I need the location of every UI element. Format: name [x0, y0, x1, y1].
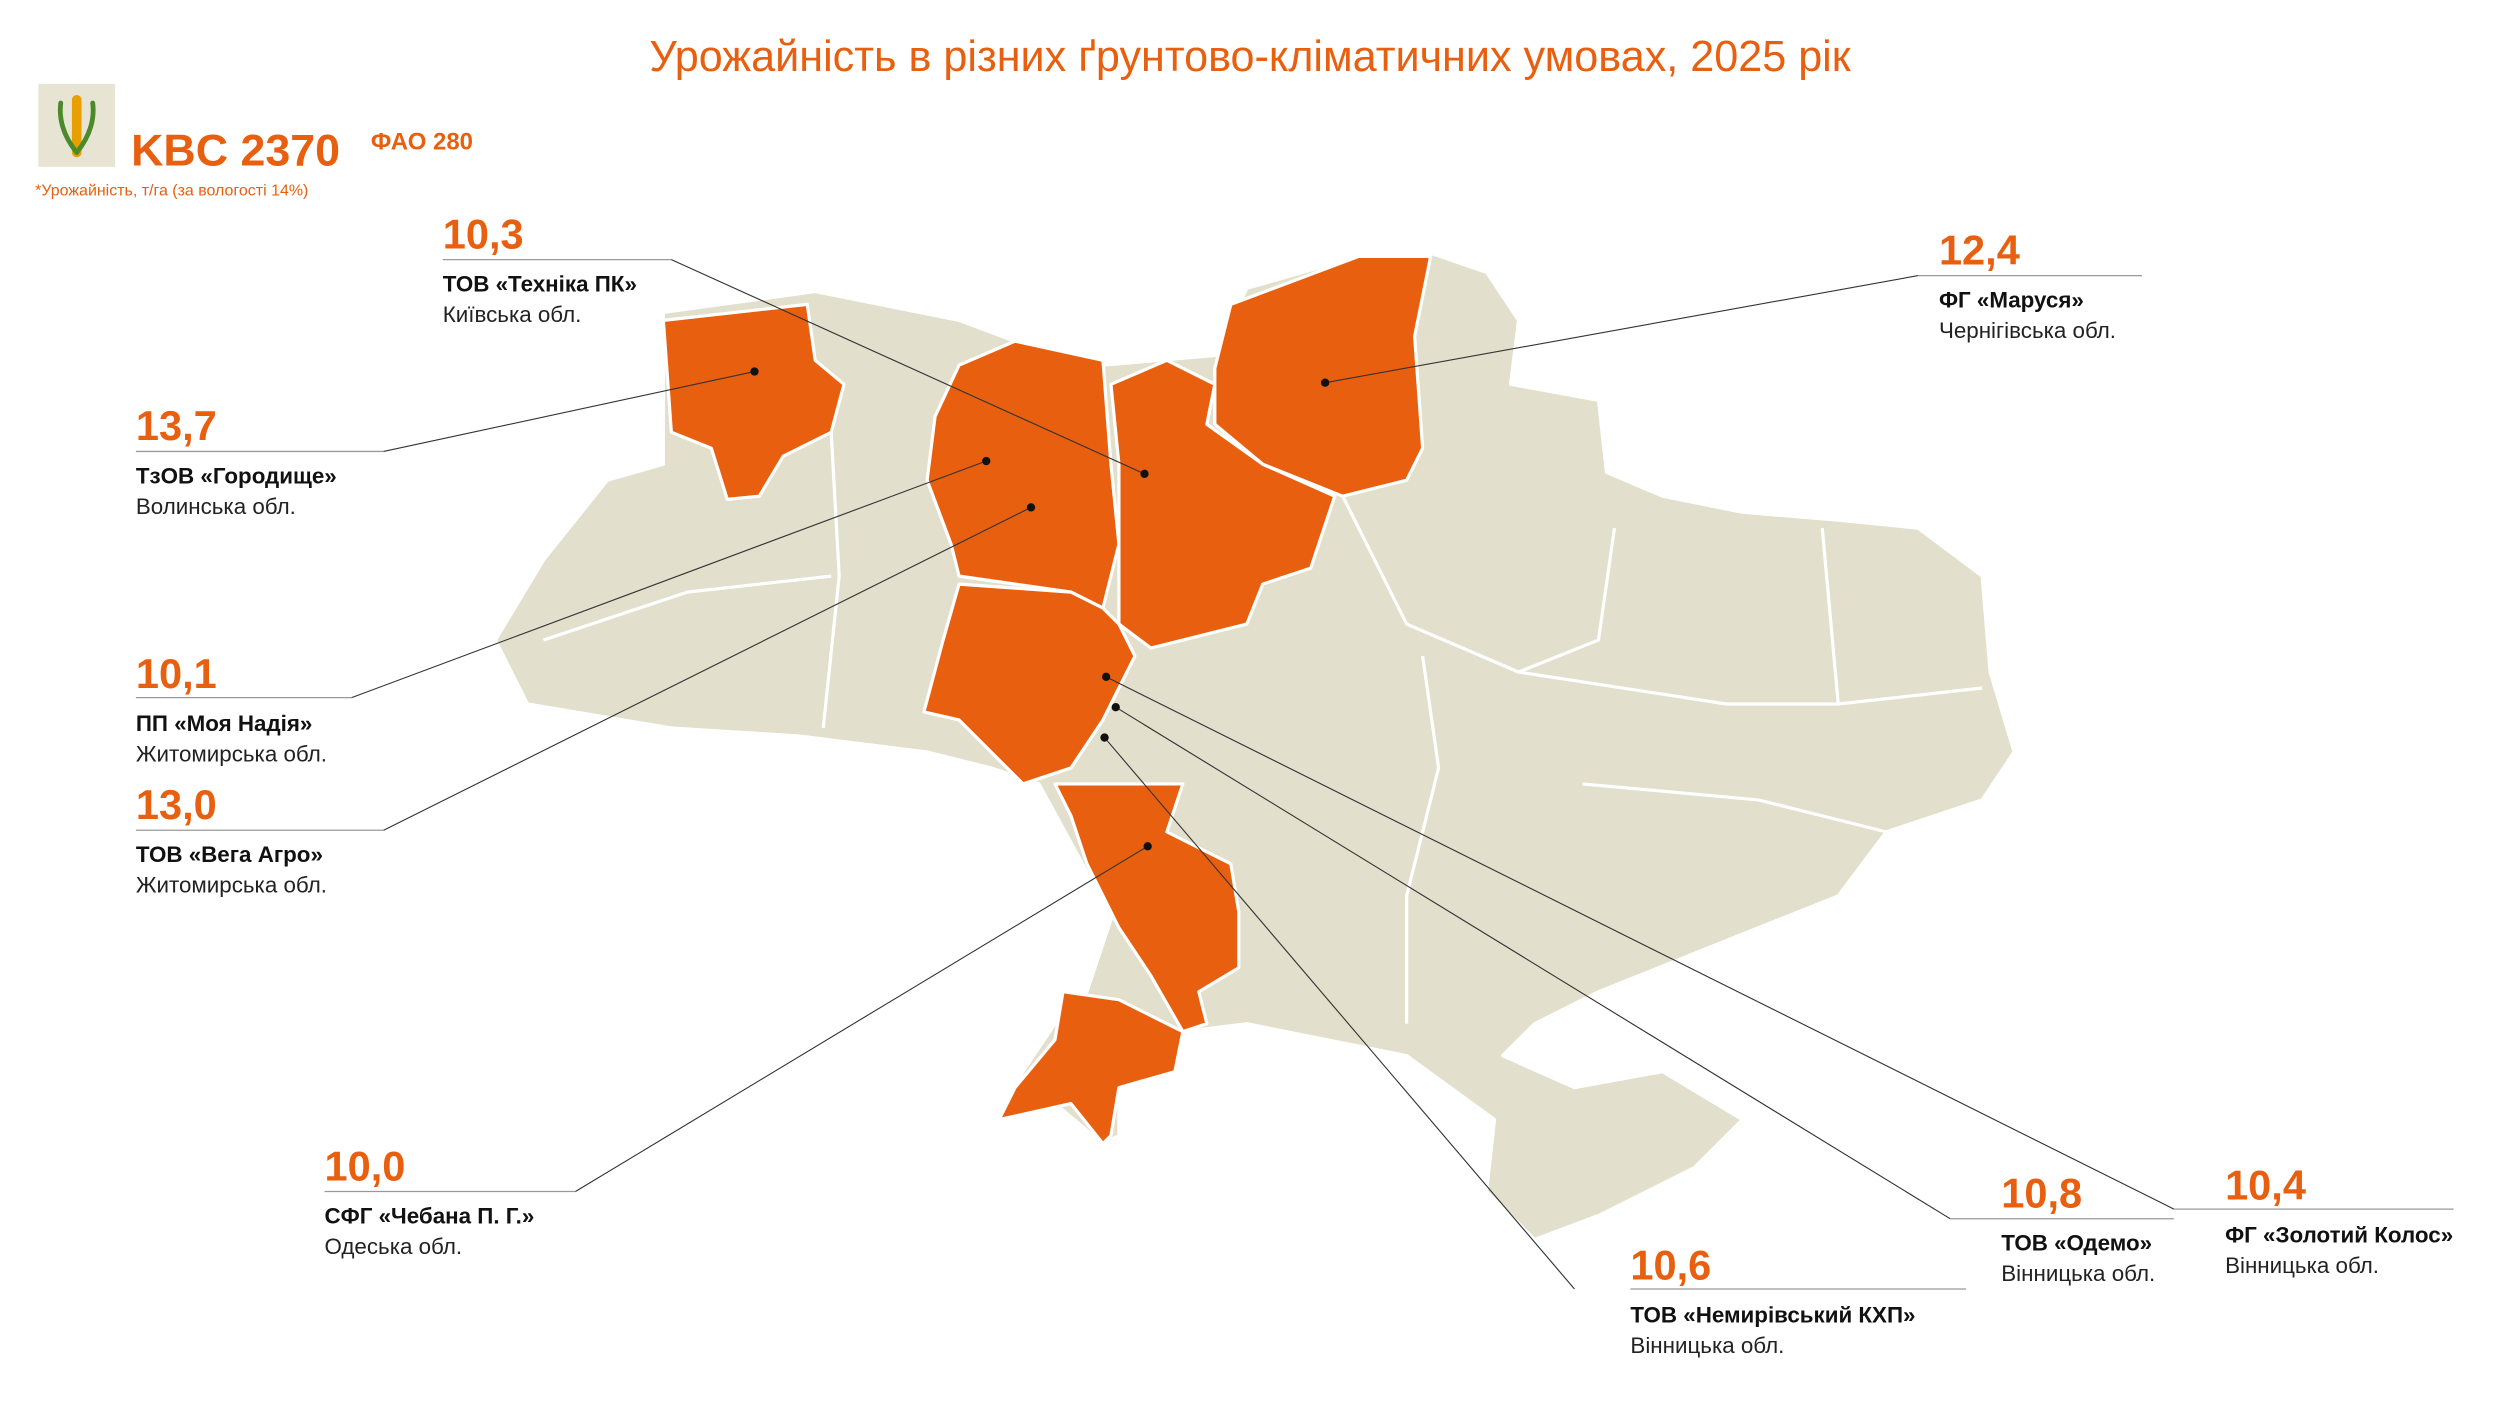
- leader-line: [575, 845, 1148, 1193]
- yield-value: 12,4: [1939, 226, 2020, 273]
- farm-name: ТОВ «Вега Агро»: [136, 842, 323, 867]
- yield-value: 10,8: [2001, 1170, 2082, 1217]
- location-dot: [982, 456, 991, 466]
- farm-region: Київська обл.: [443, 302, 582, 327]
- title: Урожайність в різних ґрунтово-кліматични…: [649, 33, 1851, 81]
- location-dot: [1100, 733, 1109, 742]
- farm-region: Волинська обл.: [136, 494, 296, 519]
- leader-line: [1325, 275, 1919, 384]
- product: KBC 2370: [131, 125, 340, 175]
- location-dot: [1143, 842, 1152, 851]
- farm-region: Вінницька обл.: [2001, 1261, 2155, 1286]
- yield-value: 10,3: [443, 210, 524, 257]
- yield-value: 13,0: [136, 781, 217, 828]
- leader-line: [383, 506, 1032, 831]
- farm-labels: 10,3 ТОВ «Техніка ПК» Київська обл. 12,4 ФГ …: [135, 210, 2454, 1358]
- farm-name: ФГ «Маруся»: [1939, 288, 2084, 313]
- yield-value: 10,1: [136, 650, 217, 697]
- farm-region: Одеська обл.: [324, 1234, 462, 1259]
- farm-name: ФГ «Золотий Колос»: [2225, 1223, 2453, 1248]
- yield-value: 10,6: [1630, 1241, 1711, 1288]
- farm-name: ТОВ «Одемо»: [2001, 1231, 2152, 1256]
- farm-region: Чернігівська обл.: [1939, 318, 2116, 343]
- leader-line: [383, 370, 755, 452]
- yield-value: 13,7: [136, 402, 217, 449]
- fao: ФАО 280: [371, 128, 473, 155]
- location-dot: [750, 367, 759, 376]
- leader-line: [1104, 737, 1575, 1290]
- leader-line: [671, 259, 1145, 475]
- farm-region: Вінницька обл.: [2225, 1253, 2379, 1278]
- farm-name: СФГ «Чебана П. Г.»: [324, 1204, 534, 1229]
- note: *Урожайність, т/га (за вологості 14%): [35, 183, 308, 200]
- logo-icon: [57, 94, 96, 158]
- map: [493, 251, 2016, 1242]
- yield-value: 10,0: [324, 1142, 405, 1189]
- farm-name: ТОВ «Техніка ПК»: [443, 272, 637, 297]
- leader-line: [351, 460, 987, 699]
- farm-region: Житомирська обл.: [136, 742, 327, 767]
- location-dot: [1111, 703, 1120, 712]
- farm-name: ПП «Моя Надія»: [136, 711, 313, 736]
- yield-value: 10,4: [2225, 1162, 2306, 1209]
- location-dot: [1101, 672, 1111, 681]
- farm-region: Вінницька обл.: [1630, 1333, 1784, 1358]
- farm-region: Житомирська обл.: [136, 873, 327, 898]
- farm-name: ТзОВ «Городище»: [136, 463, 337, 488]
- location-dot: [1320, 378, 1330, 387]
- leader-line: [1115, 706, 1951, 1220]
- location-dot: [1026, 503, 1036, 512]
- location-dot: [1140, 469, 1149, 478]
- leader-line: [1105, 676, 2175, 1210]
- farm-name: ТОВ «Немирівський КХП»: [1630, 1303, 1915, 1328]
